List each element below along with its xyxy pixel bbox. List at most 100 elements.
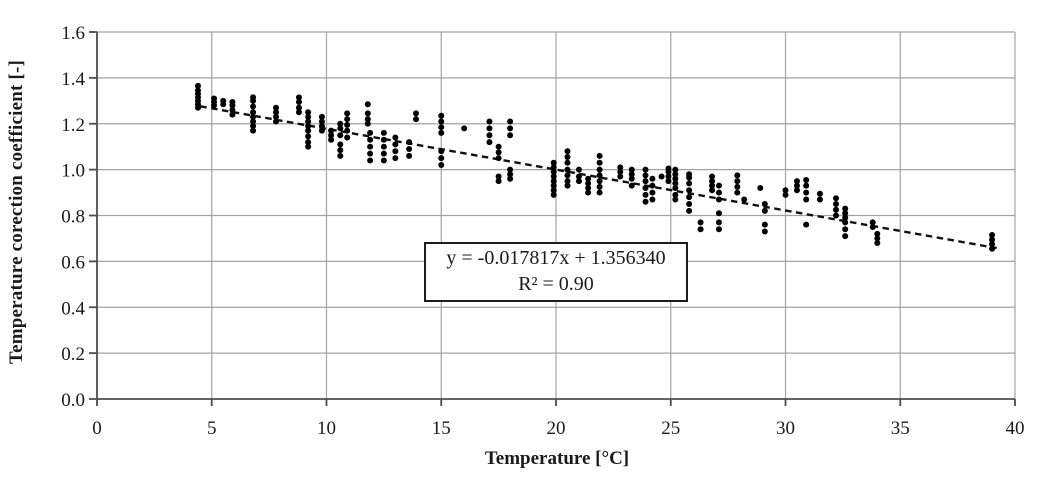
scatter-point [803, 221, 810, 228]
scatter-point [596, 172, 603, 179]
y-tick-label: 0.2 [61, 344, 85, 365]
scatter-point [585, 175, 592, 182]
scatter-point [392, 148, 399, 155]
scatter-point [364, 120, 371, 127]
scatter-point [658, 173, 665, 180]
x-tick-label: 0 [92, 418, 102, 439]
scatter-point [250, 113, 257, 120]
scatter-point [250, 127, 257, 134]
x-tick-label: 20 [547, 418, 566, 439]
scatter-point [507, 175, 514, 182]
scatter-point [816, 190, 823, 197]
scatter-point [761, 201, 768, 208]
scatter-point [564, 154, 571, 161]
scatter-point [782, 187, 789, 194]
x-tick-label: 30 [776, 418, 795, 439]
scatter-point [596, 152, 603, 159]
y-tick-label: 0.8 [61, 207, 85, 228]
scatter-point [486, 139, 493, 146]
scatter-point [273, 113, 280, 120]
scatter-point [495, 149, 502, 156]
scatter-point [649, 189, 656, 196]
scatter-point [697, 226, 704, 233]
scatter-point [642, 198, 649, 205]
scatter-point [273, 104, 280, 111]
scatter-point [575, 178, 582, 185]
scatter-point [337, 120, 344, 127]
scatter-point [486, 132, 493, 139]
scatter-point [337, 152, 344, 159]
scatter-point [665, 173, 672, 180]
r-squared-text: R² = 0.90 [518, 273, 594, 295]
x-tick-label: 10 [317, 418, 336, 439]
scatter-point [438, 162, 445, 169]
scatter-point [989, 231, 996, 238]
scatter-point [642, 191, 649, 198]
scatter-point [757, 184, 764, 191]
scatter-point [832, 206, 839, 213]
scatter-point [803, 182, 810, 189]
scatter-point [305, 118, 312, 125]
scatter-point [672, 175, 679, 182]
scatter-point [367, 129, 374, 136]
scatter-point [715, 210, 722, 217]
trendline-equation-box: y = -0.017817x + 1.356340 R² = 0.90 [424, 242, 688, 302]
scatter-point [596, 178, 603, 185]
scatter-point [392, 141, 399, 148]
scatter-point [793, 178, 800, 185]
scatter-point [672, 184, 679, 191]
scatter-point [686, 207, 693, 214]
scatter-point [344, 127, 351, 134]
scatter-point [642, 184, 649, 191]
scatter-point [194, 87, 201, 94]
scatter-point [564, 172, 571, 179]
y-tick-label: 0.0 [61, 390, 85, 411]
scatter-point [364, 116, 371, 123]
scatter-point [715, 196, 722, 203]
x-tick-label: 35 [891, 418, 910, 439]
y-axis-title: Temperature corection coefficient [-] [6, 59, 27, 365]
scatter-point [869, 223, 876, 230]
scatter-point [686, 201, 693, 208]
scatter-point [628, 175, 635, 182]
scatter-point [250, 103, 257, 110]
scatter-point [734, 178, 741, 185]
scatter-point [842, 233, 849, 240]
scatter-point [194, 82, 201, 89]
scatter-point [367, 136, 374, 143]
scatter-point [486, 118, 493, 125]
scatter-point [715, 182, 722, 189]
scatter-point [761, 228, 768, 235]
scatter-point [709, 187, 716, 194]
scatter-point [438, 118, 445, 125]
scatter-point [380, 143, 387, 150]
scatter-point [367, 143, 374, 150]
scatter-point [344, 116, 351, 123]
scatter-point [406, 139, 413, 146]
scatter-point [793, 182, 800, 189]
scatter-point [550, 168, 557, 175]
scatter-point [761, 207, 768, 214]
scatter-point [575, 173, 582, 180]
scatter-point [461, 125, 468, 132]
scatter-point [596, 189, 603, 196]
scatter-point [989, 245, 996, 252]
scatter-point [305, 143, 312, 150]
scatter-point [507, 118, 514, 125]
y-tick-label: 0.6 [61, 252, 85, 273]
scatter-point [782, 191, 789, 198]
scatter-point [328, 132, 335, 139]
y-tick-label: 1.2 [61, 115, 85, 136]
scatter-point [793, 187, 800, 194]
scatter-point [273, 118, 280, 125]
x-tick-label: 15 [432, 418, 451, 439]
scatter-point [495, 143, 502, 150]
scatter-point [672, 180, 679, 187]
scatter-point [672, 171, 679, 178]
scatter-point [392, 134, 399, 141]
scatter-point [869, 219, 876, 226]
scatter-point [550, 159, 557, 166]
scatter-point [617, 164, 624, 171]
scatter-point [642, 172, 649, 179]
